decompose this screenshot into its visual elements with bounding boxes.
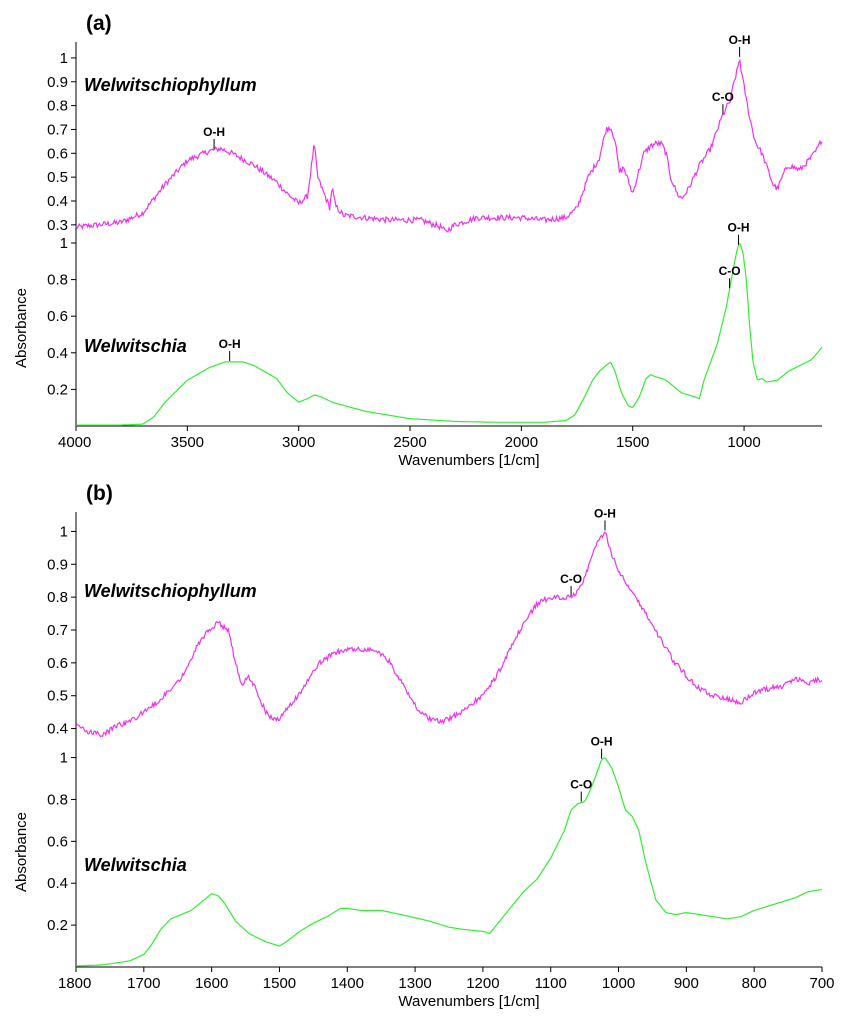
x-tick-label: 4000 (58, 434, 91, 451)
x-axis-title: Wavenumbers [1/cm] (398, 452, 539, 469)
x-tick-label: 800 (742, 975, 767, 992)
annotation-label: O-H (729, 33, 751, 47)
panel-label: (b) (86, 482, 113, 505)
y-tick-label: 0.4 (47, 721, 68, 738)
x-tick-label: 1000 (602, 975, 635, 992)
annotation-label: C-O (712, 90, 734, 104)
x-tick-label: 1500 (263, 975, 296, 992)
x-tick-label: 1100 (535, 975, 567, 992)
y-tick-label: 0.8 (47, 272, 68, 289)
y-axis-title: Absorbance (13, 812, 30, 892)
x-tick-label: 700 (809, 975, 834, 992)
annotation-label: O-H (203, 125, 225, 139)
y-tick-label: 1 (60, 750, 68, 767)
y-tick-label: 0.8 (47, 791, 68, 808)
y-tick-label: 0.6 (47, 655, 68, 672)
y-tick-label: 0.8 (47, 589, 68, 606)
x-tick-label: 1500 (616, 434, 649, 451)
series-label: Welwitschia (84, 336, 187, 356)
x-tick-label: 1200 (466, 975, 499, 992)
y-tick-label: 0.4 (47, 193, 68, 210)
y-tick-label: 0.5 (47, 688, 68, 705)
y-tick-label: 0.4 (47, 875, 68, 892)
annotation-label: C-O (719, 264, 741, 278)
y-tick-label: 0.5 (47, 169, 68, 186)
x-tick-label: 1000 (727, 434, 760, 451)
y-tick-label: 0.6 (47, 145, 68, 162)
y-tick-label: 0.9 (47, 556, 68, 573)
series-line-0 (75, 58, 823, 233)
series-label: Welwitschia (84, 855, 187, 875)
x-tick-label: 1800 (58, 975, 91, 992)
chart-panel-b: (b)1800 1700 1600 1500 1400 1300 1200 1100 1000 9… (13, 482, 835, 1010)
annotation-label: O-H (727, 221, 749, 235)
x-tick-label: 1400 (331, 975, 364, 992)
series-label: Welwitschiophyllum (84, 75, 257, 95)
y-tick-label: 0.9 (47, 74, 68, 91)
annotation-label: C-O (560, 572, 582, 586)
x-tick-label: 2000 (505, 434, 538, 451)
x-tick-label: 1300 (398, 975, 431, 992)
series-line-1 (76, 242, 823, 426)
x-tick-label: 900 (674, 975, 699, 992)
y-tick-label: 0.2 (47, 917, 68, 934)
y-tick-label: 1 (60, 523, 68, 540)
annotation-label: O-H (591, 735, 613, 749)
x-tick-label: 2500 (393, 434, 426, 451)
x-tick-label: 3500 (171, 434, 204, 451)
annotation-label: O-H (219, 337, 241, 351)
panel-label: (a) (86, 12, 112, 35)
annotation-label: C-O (570, 778, 592, 792)
series-line-1 (75, 757, 823, 967)
y-tick-label: 1 (60, 235, 68, 252)
y-tick-label: 0.8 (47, 98, 68, 115)
y-tick-label: 0.2 (47, 381, 68, 398)
y-tick-label: 0.7 (47, 121, 68, 138)
y-axis-title: Absorbance (13, 288, 30, 368)
y-tick-label: 0.6 (47, 308, 68, 325)
x-axis-title: Wavenumbers [1/cm] (398, 993, 539, 1010)
x-tick-label: 1700 (127, 975, 160, 992)
y-tick-label: 1 (60, 50, 68, 67)
annotation-label: O-H (594, 506, 616, 520)
y-tick-label: 0.4 (47, 345, 68, 362)
chart-panel-a: (a) 4000 3500 3000 2500 2000 1500 1000 Wavenumbe… (13, 12, 823, 469)
x-tick-label: 3000 (282, 434, 315, 451)
x-tick-label: 1600 (195, 975, 228, 992)
y-tick-label: 0.3 (47, 217, 68, 234)
y-tick-label: 0.7 (47, 622, 68, 639)
y-tick-label: 0.6 (47, 833, 68, 850)
series-line-0 (75, 531, 823, 738)
series-label: Welwitschiophyllum (84, 581, 257, 601)
